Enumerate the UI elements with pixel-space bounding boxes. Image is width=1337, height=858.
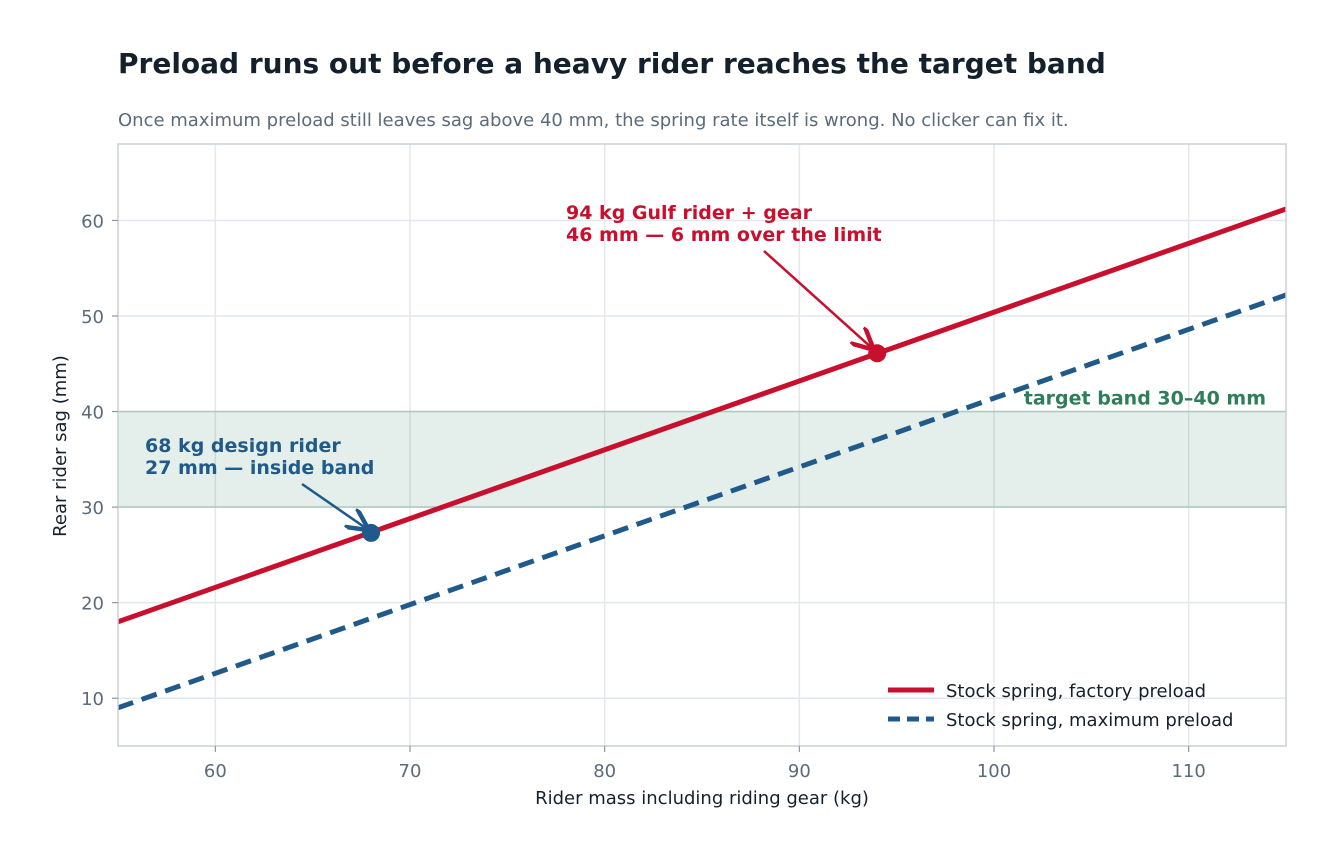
y-axis-label: Rear rider sag (mm) bbox=[50, 355, 71, 537]
legend: Stock spring, factory preload Stock spri… bbox=[888, 681, 1233, 731]
annotations: 68 kg design rider 27 mm — inside band 9… bbox=[145, 202, 882, 529]
legend-label-maximum-preload: Stock spring, maximum preload bbox=[946, 710, 1233, 731]
x-tick-label-110: 110 bbox=[1171, 761, 1205, 782]
y-axis-ticks: 10 20 30 40 50 60 bbox=[81, 211, 118, 710]
series-lines bbox=[118, 206, 1286, 711]
x-tick-label-80: 80 bbox=[593, 761, 616, 782]
target-band-label: target band 30–40 mm bbox=[1024, 388, 1266, 410]
x-tick-label-90: 90 bbox=[788, 761, 811, 782]
x-tick-label-100: 100 bbox=[977, 761, 1011, 782]
annotation-heavy-rider-line1: 94 kg Gulf rider + gear bbox=[566, 202, 813, 224]
x-tick-label-60: 60 bbox=[204, 761, 227, 782]
chart-subtitle: Once maximum preload still leaves sag ab… bbox=[118, 110, 1069, 131]
annotation-heavy-rider-line2: 46 mm — 6 mm over the limit bbox=[566, 224, 882, 246]
annotation-design-rider-line2: 27 mm — inside band bbox=[145, 457, 374, 479]
highlight-points bbox=[362, 344, 887, 542]
series-line-maximum-preload bbox=[118, 292, 1286, 711]
point-design-rider bbox=[362, 523, 381, 542]
annotation-design-rider-line1: 68 kg design rider bbox=[145, 435, 341, 457]
series-line-factory-preload bbox=[118, 206, 1286, 625]
y-tick-label-10: 10 bbox=[81, 689, 104, 710]
y-tick-label-60: 60 bbox=[81, 211, 104, 232]
chart-title: Preload runs out before a heavy rider re… bbox=[118, 47, 1106, 80]
x-axis-ticks: 60 70 80 90 100 110 bbox=[204, 746, 1206, 782]
y-tick-label-20: 20 bbox=[81, 594, 104, 615]
annotation-arrow-design-rider bbox=[301, 482, 367, 529]
y-tick-label-50: 50 bbox=[81, 307, 104, 328]
annotation-arrow-heavy-rider bbox=[763, 250, 872, 348]
legend-label-factory-preload: Stock spring, factory preload bbox=[946, 681, 1206, 702]
x-tick-label-70: 70 bbox=[399, 761, 422, 782]
y-tick-label-30: 30 bbox=[81, 498, 104, 519]
plot-frame bbox=[117, 143, 1287, 747]
point-heavy-rider bbox=[868, 344, 887, 363]
y-tick-label-40: 40 bbox=[81, 403, 104, 424]
x-axis-label: Rider mass including riding gear (kg) bbox=[535, 788, 869, 809]
